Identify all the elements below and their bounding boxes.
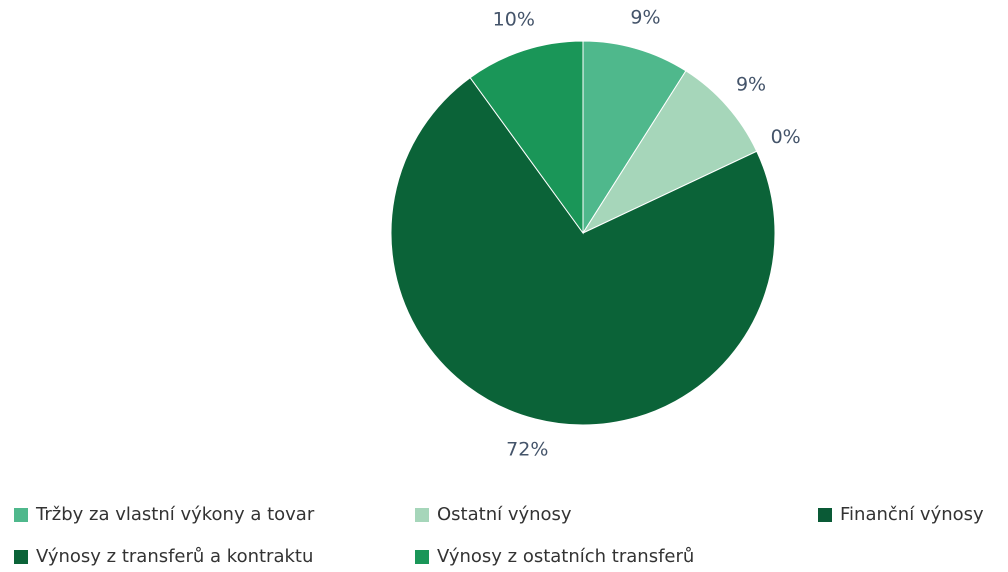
value-label: 9% bbox=[630, 6, 660, 28]
legend-swatch bbox=[818, 508, 832, 522]
pie-slice bbox=[581, 70, 758, 235]
value-label: 72% bbox=[506, 438, 548, 460]
legend-label: Ostatní výnosy bbox=[437, 504, 572, 525]
legend-swatch bbox=[415, 550, 429, 564]
value-label: 0% bbox=[771, 126, 801, 148]
pie-slice bbox=[469, 40, 584, 235]
legend-label: Finanční výnosy bbox=[840, 504, 984, 525]
value-label: 9% bbox=[736, 73, 766, 95]
legend-label: Tržby za vlastní výkony a tovar bbox=[35, 504, 315, 525]
legend-label: Výnosy z transferů a kontraktu bbox=[36, 546, 313, 567]
legend-swatch bbox=[14, 508, 28, 522]
legend-swatch bbox=[14, 550, 28, 564]
pie-slice bbox=[390, 76, 776, 426]
legend-swatch bbox=[415, 508, 429, 522]
value-label: 10% bbox=[493, 8, 535, 30]
pie-slice bbox=[582, 40, 687, 235]
legend-label: Výnosy z ostatních transferů bbox=[437, 546, 694, 567]
